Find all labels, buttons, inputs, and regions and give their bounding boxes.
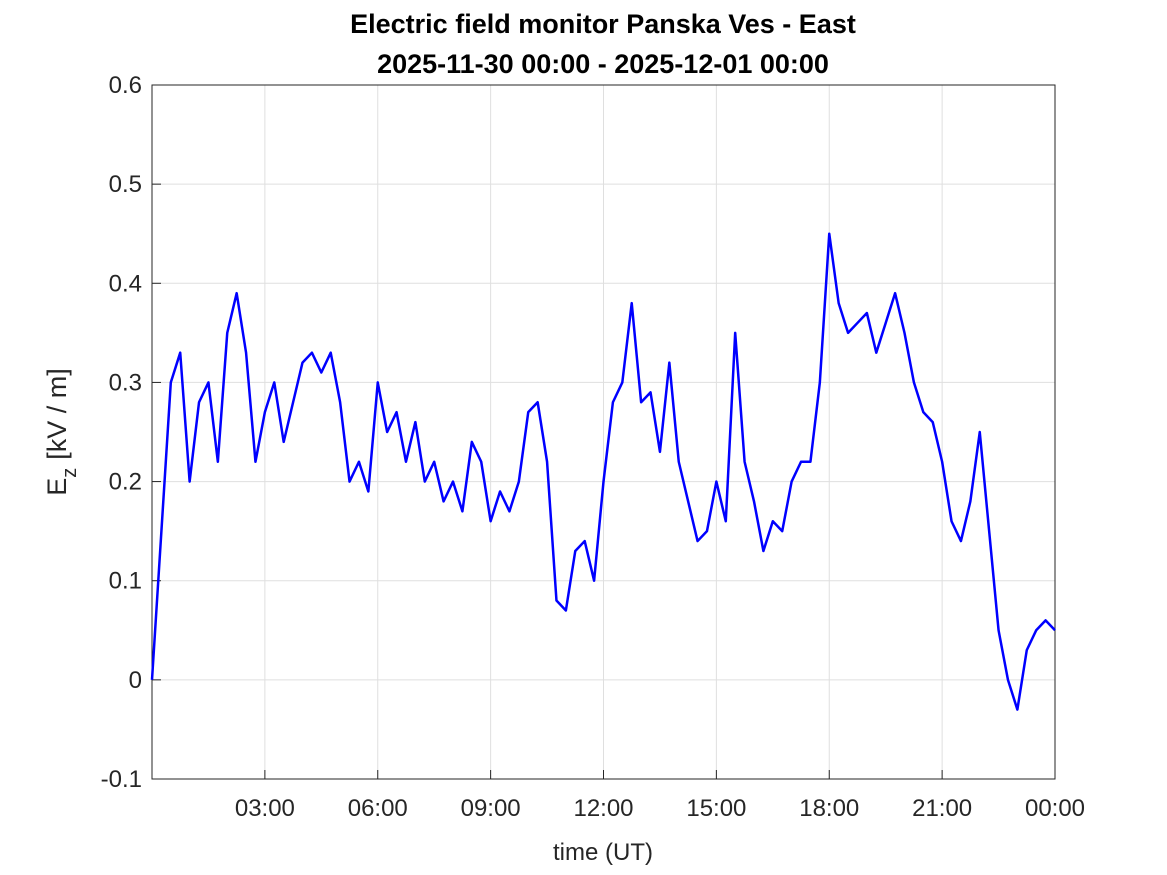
y-tick-label: 0.2 (109, 469, 142, 496)
y-label-unit: [kV / m] (42, 368, 72, 460)
x-axis-label: time (UT) (553, 839, 653, 866)
x-tick-label: 12:00 (573, 795, 633, 822)
chart-title: Electric field monitor Panska Ves - East (350, 9, 856, 39)
x-tick-label: 09:00 (461, 795, 521, 822)
y-tick-label: 0 (129, 667, 142, 694)
y-label-symbol: E (42, 478, 72, 496)
y-tick-label: 0.4 (109, 270, 142, 297)
plot-frame (151, 84, 1056, 780)
x-tick-label: 06:00 (348, 795, 408, 822)
y-tick-label: 0.3 (109, 369, 142, 396)
x-tick-label: 03:00 (235, 795, 295, 822)
y-axis-label: Ez [kV / m] (42, 368, 81, 496)
y-tick-label: 0.5 (109, 171, 142, 198)
y-label-subscript: z (59, 468, 81, 478)
chart-subtitle: 2025-11-30 00:00 - 2025-12-01 00:00 (377, 49, 829, 79)
x-tick-label: 15:00 (686, 795, 746, 822)
x-tick-label: 21:00 (912, 795, 972, 822)
y-tick-label: 0.1 (109, 568, 142, 595)
data-line (150, 232, 1056, 711)
y-tick-label: 0.6 (109, 72, 142, 99)
x-tick-label: 00:00 (1025, 795, 1085, 822)
y-tick-label: -0.1 (101, 766, 142, 793)
x-tick-label: 18:00 (799, 795, 859, 822)
